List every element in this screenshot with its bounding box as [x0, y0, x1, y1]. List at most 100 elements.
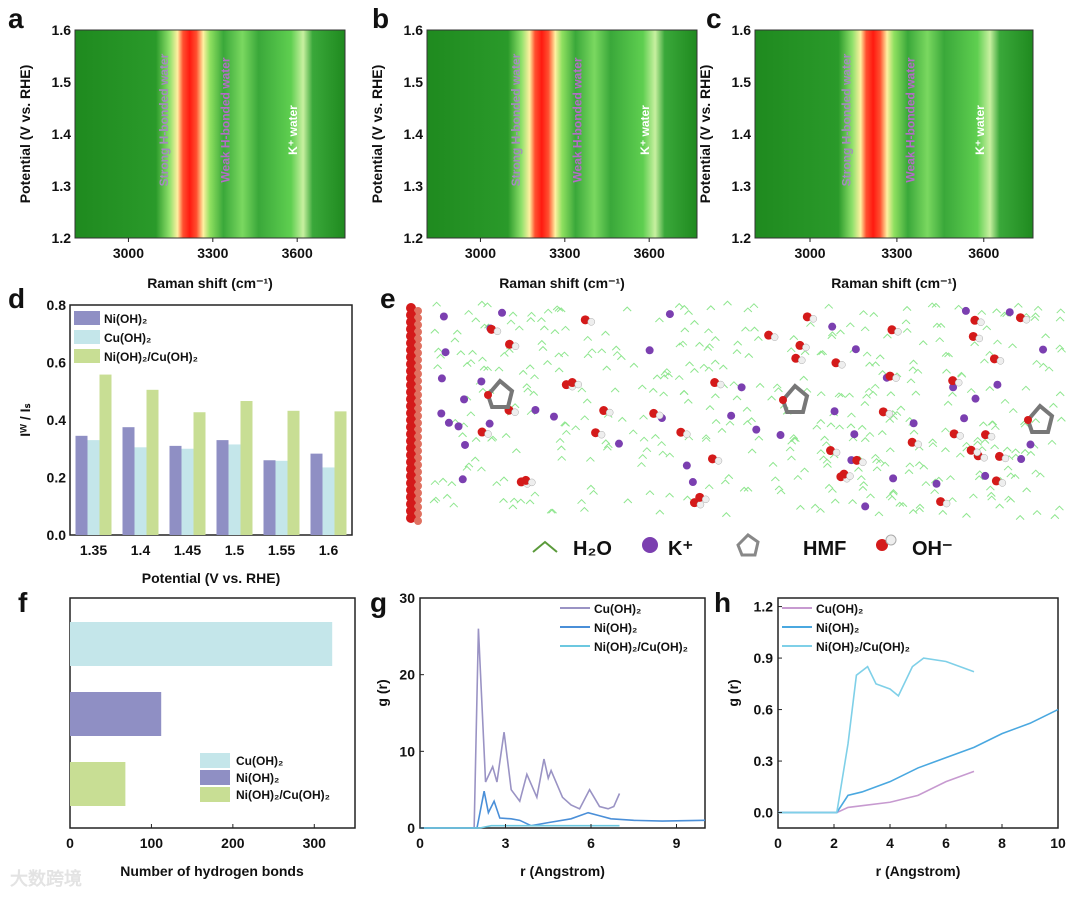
hydroxide-h: [892, 374, 900, 382]
electrode-atom: [406, 429, 416, 439]
water-molecule: [789, 434, 799, 440]
hydroxide-icon: [876, 539, 888, 551]
panel-label-g: g: [370, 587, 387, 618]
water-molecule: [874, 511, 884, 517]
series-line: [778, 657, 975, 814]
potassium-ion: [444, 418, 453, 427]
water-molecule: [546, 508, 556, 514]
water-molecule: [628, 429, 638, 435]
water-molecule: [438, 477, 448, 483]
water-molecule: [508, 311, 518, 317]
x-tick-label: 3: [502, 835, 510, 851]
water-molecule: [638, 453, 648, 460]
water-molecule: [518, 369, 528, 375]
water-molecule: [789, 436, 799, 442]
hydroxide-o: [831, 358, 841, 368]
water-molecule: [895, 501, 905, 507]
water-molecule: [772, 383, 782, 389]
water-molecule: [859, 481, 869, 487]
x-tick-label: 10: [1050, 835, 1066, 851]
water-molecule: [859, 310, 868, 316]
water-molecule: [915, 503, 925, 509]
water-molecule: [1050, 514, 1060, 520]
legend-label: Cu(OH)₂: [816, 602, 863, 616]
hydroxide-h: [973, 448, 981, 457]
water-molecule: [957, 372, 967, 378]
legend-label: Cu(OH)₂: [236, 754, 283, 768]
water-molecule: [743, 307, 753, 313]
water-molecule: [679, 304, 689, 310]
series-line: [778, 770, 975, 814]
water-molecule: [639, 436, 649, 442]
hydroxide-o: [966, 445, 976, 455]
potassium-ion: [441, 348, 450, 357]
water-molecule: [1055, 316, 1065, 322]
water-molecule: [509, 497, 519, 503]
hydroxide-h: [528, 478, 536, 487]
water-molecule: [645, 490, 655, 496]
water-molecule: [623, 498, 633, 504]
water-molecule: [557, 445, 566, 451]
water-molecule: [948, 497, 957, 503]
water-molecule: [754, 435, 764, 441]
bar: [334, 411, 347, 535]
electrode-atom: [406, 492, 416, 502]
water-molecule: [875, 354, 885, 360]
series-line: [420, 628, 621, 829]
x-tick-label: 100: [140, 835, 164, 851]
water-molecule: [1020, 448, 1030, 454]
water-molecule: [993, 339, 1002, 345]
electrode-atom: [414, 426, 422, 434]
water-molecule: [909, 429, 919, 435]
heatmap-annotation: K⁺ water: [638, 105, 652, 155]
water-molecule: [1021, 385, 1031, 391]
water-molecule: [980, 438, 990, 444]
water-molecule: [684, 309, 693, 315]
heatmap-surface: [427, 30, 697, 238]
water-molecule: [816, 391, 826, 397]
heatmap-annotation: Strong H-bonded water: [509, 53, 523, 186]
water-molecule: [655, 509, 665, 515]
water-molecule: [770, 476, 780, 482]
electrode-atom: [414, 370, 422, 378]
legend-label: Ni(OH)₂/Cu(OH)₂: [816, 640, 910, 654]
potassium-ion: [498, 308, 507, 317]
electrode-atom: [406, 310, 416, 320]
x-tick-label: 3000: [794, 245, 825, 261]
potassium-ion: [531, 406, 540, 415]
water-molecule: [478, 356, 487, 362]
water-molecule: [946, 475, 955, 481]
bar: [122, 427, 135, 535]
water-molecule: [462, 465, 472, 471]
water-molecule: [1031, 418, 1041, 424]
electrode-atom: [406, 485, 416, 495]
hydroxide-o: [695, 492, 705, 502]
water-molecule: [793, 474, 803, 480]
potassium-ion: [737, 383, 746, 392]
bar: [216, 440, 229, 535]
water-molecule: [816, 418, 826, 424]
water-molecule: [525, 364, 535, 370]
water-molecule: [527, 311, 536, 317]
electrode-atom: [414, 405, 422, 413]
potassium-ion: [682, 461, 691, 470]
water-molecule: [1057, 347, 1066, 353]
y-tick-label: 1.5: [732, 74, 752, 90]
water-molecule: [718, 364, 728, 370]
potassium-ion: [645, 346, 654, 355]
water-molecule: [819, 455, 828, 461]
water-molecule: [955, 452, 965, 458]
water-molecule: [642, 447, 652, 453]
water-molecule: [447, 481, 457, 487]
water-molecule: [767, 395, 776, 401]
heatmap-annotation: Weak H-bonded water: [571, 57, 585, 182]
water-molecule: [602, 445, 612, 451]
hydroxide-o: [521, 475, 531, 485]
electrode-atom: [414, 440, 422, 448]
hmf-molecule: [780, 383, 810, 414]
water-molecule: [966, 388, 976, 394]
water-molecule: [931, 302, 941, 308]
water-molecule: [562, 429, 571, 435]
water-molecule: [845, 322, 855, 328]
electrode-atom: [406, 506, 416, 516]
